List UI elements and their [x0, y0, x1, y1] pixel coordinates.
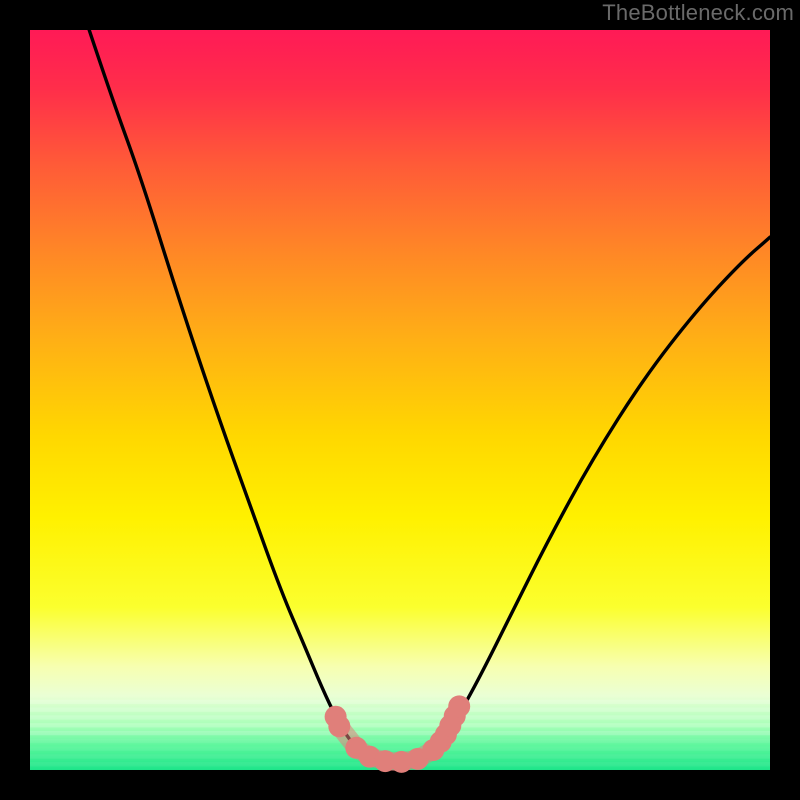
- curve-marker: [328, 715, 350, 737]
- curve-marker: [448, 695, 470, 717]
- watermark-text: TheBottleneck.com: [602, 0, 794, 26]
- chart-svg: [0, 0, 800, 800]
- chart-container: TheBottleneck.com: [0, 0, 800, 800]
